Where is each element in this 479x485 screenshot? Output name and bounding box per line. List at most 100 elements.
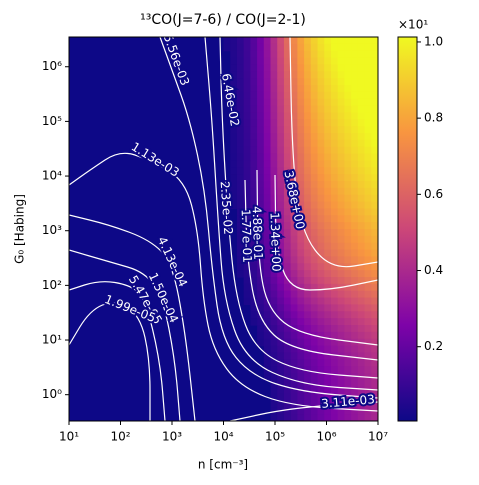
heatmap-cell: [364, 85, 372, 93]
heatmap-cell: [357, 304, 366, 312]
heatmap-cell: [351, 263, 359, 271]
heatmap-cell: [337, 71, 346, 79]
heatmap-cell: [263, 71, 272, 79]
heatmap-cell: [351, 393, 359, 402]
heatmap-cell: [263, 50, 272, 59]
heatmap-cell: [324, 37, 332, 45]
heatmap-cell: [297, 98, 305, 107]
heatmap-cell: [283, 112, 292, 120]
heatmap-cell: [364, 325, 372, 333]
heatmap-cell: [337, 414, 346, 421]
heatmap-cell: [243, 57, 251, 66]
heatmap-cell: [230, 160, 238, 168]
heatmap-cell: [371, 331, 378, 340]
heatmap-cell: [297, 139, 305, 148]
heatmap-cell: [371, 167, 378, 175]
heatmap-cell: [297, 37, 305, 45]
heatmap-cell: [304, 201, 312, 210]
heatmap-cell: [324, 139, 332, 148]
heatmap-cell: [324, 119, 332, 127]
heatmap-cell: [337, 290, 346, 299]
heatmap-cell: [351, 290, 359, 299]
heatmap-cell: [304, 373, 312, 381]
heatmap-cell: [310, 235, 319, 244]
heatmap-cell: [236, 64, 245, 72]
heatmap-cell: [304, 194, 312, 203]
heatmap-cell: [277, 146, 285, 155]
heatmap-cell: [304, 277, 312, 285]
heatmap-cell: [371, 112, 378, 120]
heatmap-cell: [357, 85, 366, 93]
heatmap-cell: [257, 283, 265, 292]
heatmap-cell: [330, 297, 339, 306]
heatmap-cell: [337, 139, 346, 148]
colorbar-offset: ×10¹: [398, 18, 428, 32]
heatmap-cell: [290, 133, 298, 141]
contour-label: 4.88e-01: [250, 206, 266, 260]
heatmap-cell: [357, 146, 366, 155]
heatmap-cell: [364, 167, 372, 175]
heatmap-cell: [257, 64, 265, 72]
heatmap-cell: [270, 112, 278, 120]
heatmap-cell: [250, 98, 258, 107]
heatmap-cell: [371, 215, 378, 223]
heatmap-cell: [357, 235, 366, 244]
contour-line: [244, 179, 378, 361]
heatmap-cell: [371, 139, 378, 148]
heatmap-cell: [317, 414, 325, 421]
heatmap-cell: [317, 345, 325, 354]
heatmap-cell: [344, 187, 352, 196]
heatmap-cell: [324, 126, 332, 134]
heatmap-cell: [304, 400, 312, 408]
heatmap-cell: [270, 366, 278, 374]
heatmap-cell: [250, 304, 258, 312]
heatmap-cell: [344, 235, 352, 244]
heatmap-cell: [317, 304, 325, 312]
heatmap-cell: [277, 174, 285, 182]
heatmap-cell: [230, 194, 238, 203]
heatmap-cell: [283, 181, 292, 189]
heatmap-cell: [297, 400, 305, 408]
heatmap-cell: [277, 379, 285, 388]
heatmap-cell: [364, 187, 372, 196]
heatmap-cell: [330, 98, 339, 107]
x-tick-label: 10³: [162, 430, 182, 444]
heatmap-cell: [371, 181, 378, 189]
heatmap-cell: [310, 160, 319, 168]
heatmap-cell: [297, 64, 305, 72]
contour-label: 3.11e-03: [321, 392, 376, 411]
heatmap-cell: [243, 201, 251, 210]
heatmap-cell: [290, 331, 298, 340]
heatmap-cell: [324, 366, 332, 374]
heatmap-cell: [337, 201, 346, 210]
heatmap-cell: [257, 318, 265, 326]
chart-title: ¹³CO(J=7-6) / CO(J=2-1): [140, 12, 306, 28]
heatmap-cell: [270, 229, 278, 237]
heatmap-cell: [257, 167, 265, 175]
heatmap-cell: [250, 297, 258, 306]
heatmap-cell: [270, 85, 278, 93]
heatmap-cell: [297, 160, 305, 168]
heatmap-cell: [257, 181, 265, 189]
heatmap-cell: [371, 160, 378, 168]
heatmap-cell: [290, 283, 298, 292]
heatmap-cell: [351, 98, 359, 107]
heatmap-cell: [324, 249, 332, 258]
heatmap-cell: [270, 64, 278, 72]
heatmap-cell: [310, 297, 319, 306]
heatmap-cell: [250, 119, 258, 127]
heatmap-cell: [351, 318, 359, 326]
heatmap-cell: [230, 187, 238, 196]
heatmap-cell: [310, 187, 319, 196]
heatmap-cell: [310, 181, 319, 189]
heatmap-cell: [371, 338, 378, 347]
heatmap-cell: [357, 283, 366, 292]
heatmap-cell: [351, 222, 359, 230]
heatmap-cell: [257, 235, 265, 244]
heatmap-cell: [277, 126, 285, 134]
heatmap-cell: [230, 50, 238, 59]
heatmap-cell: [236, 187, 245, 196]
heatmap-cell: [317, 400, 325, 408]
heatmap-cell: [270, 414, 278, 421]
heatmap-cell: [277, 256, 285, 264]
